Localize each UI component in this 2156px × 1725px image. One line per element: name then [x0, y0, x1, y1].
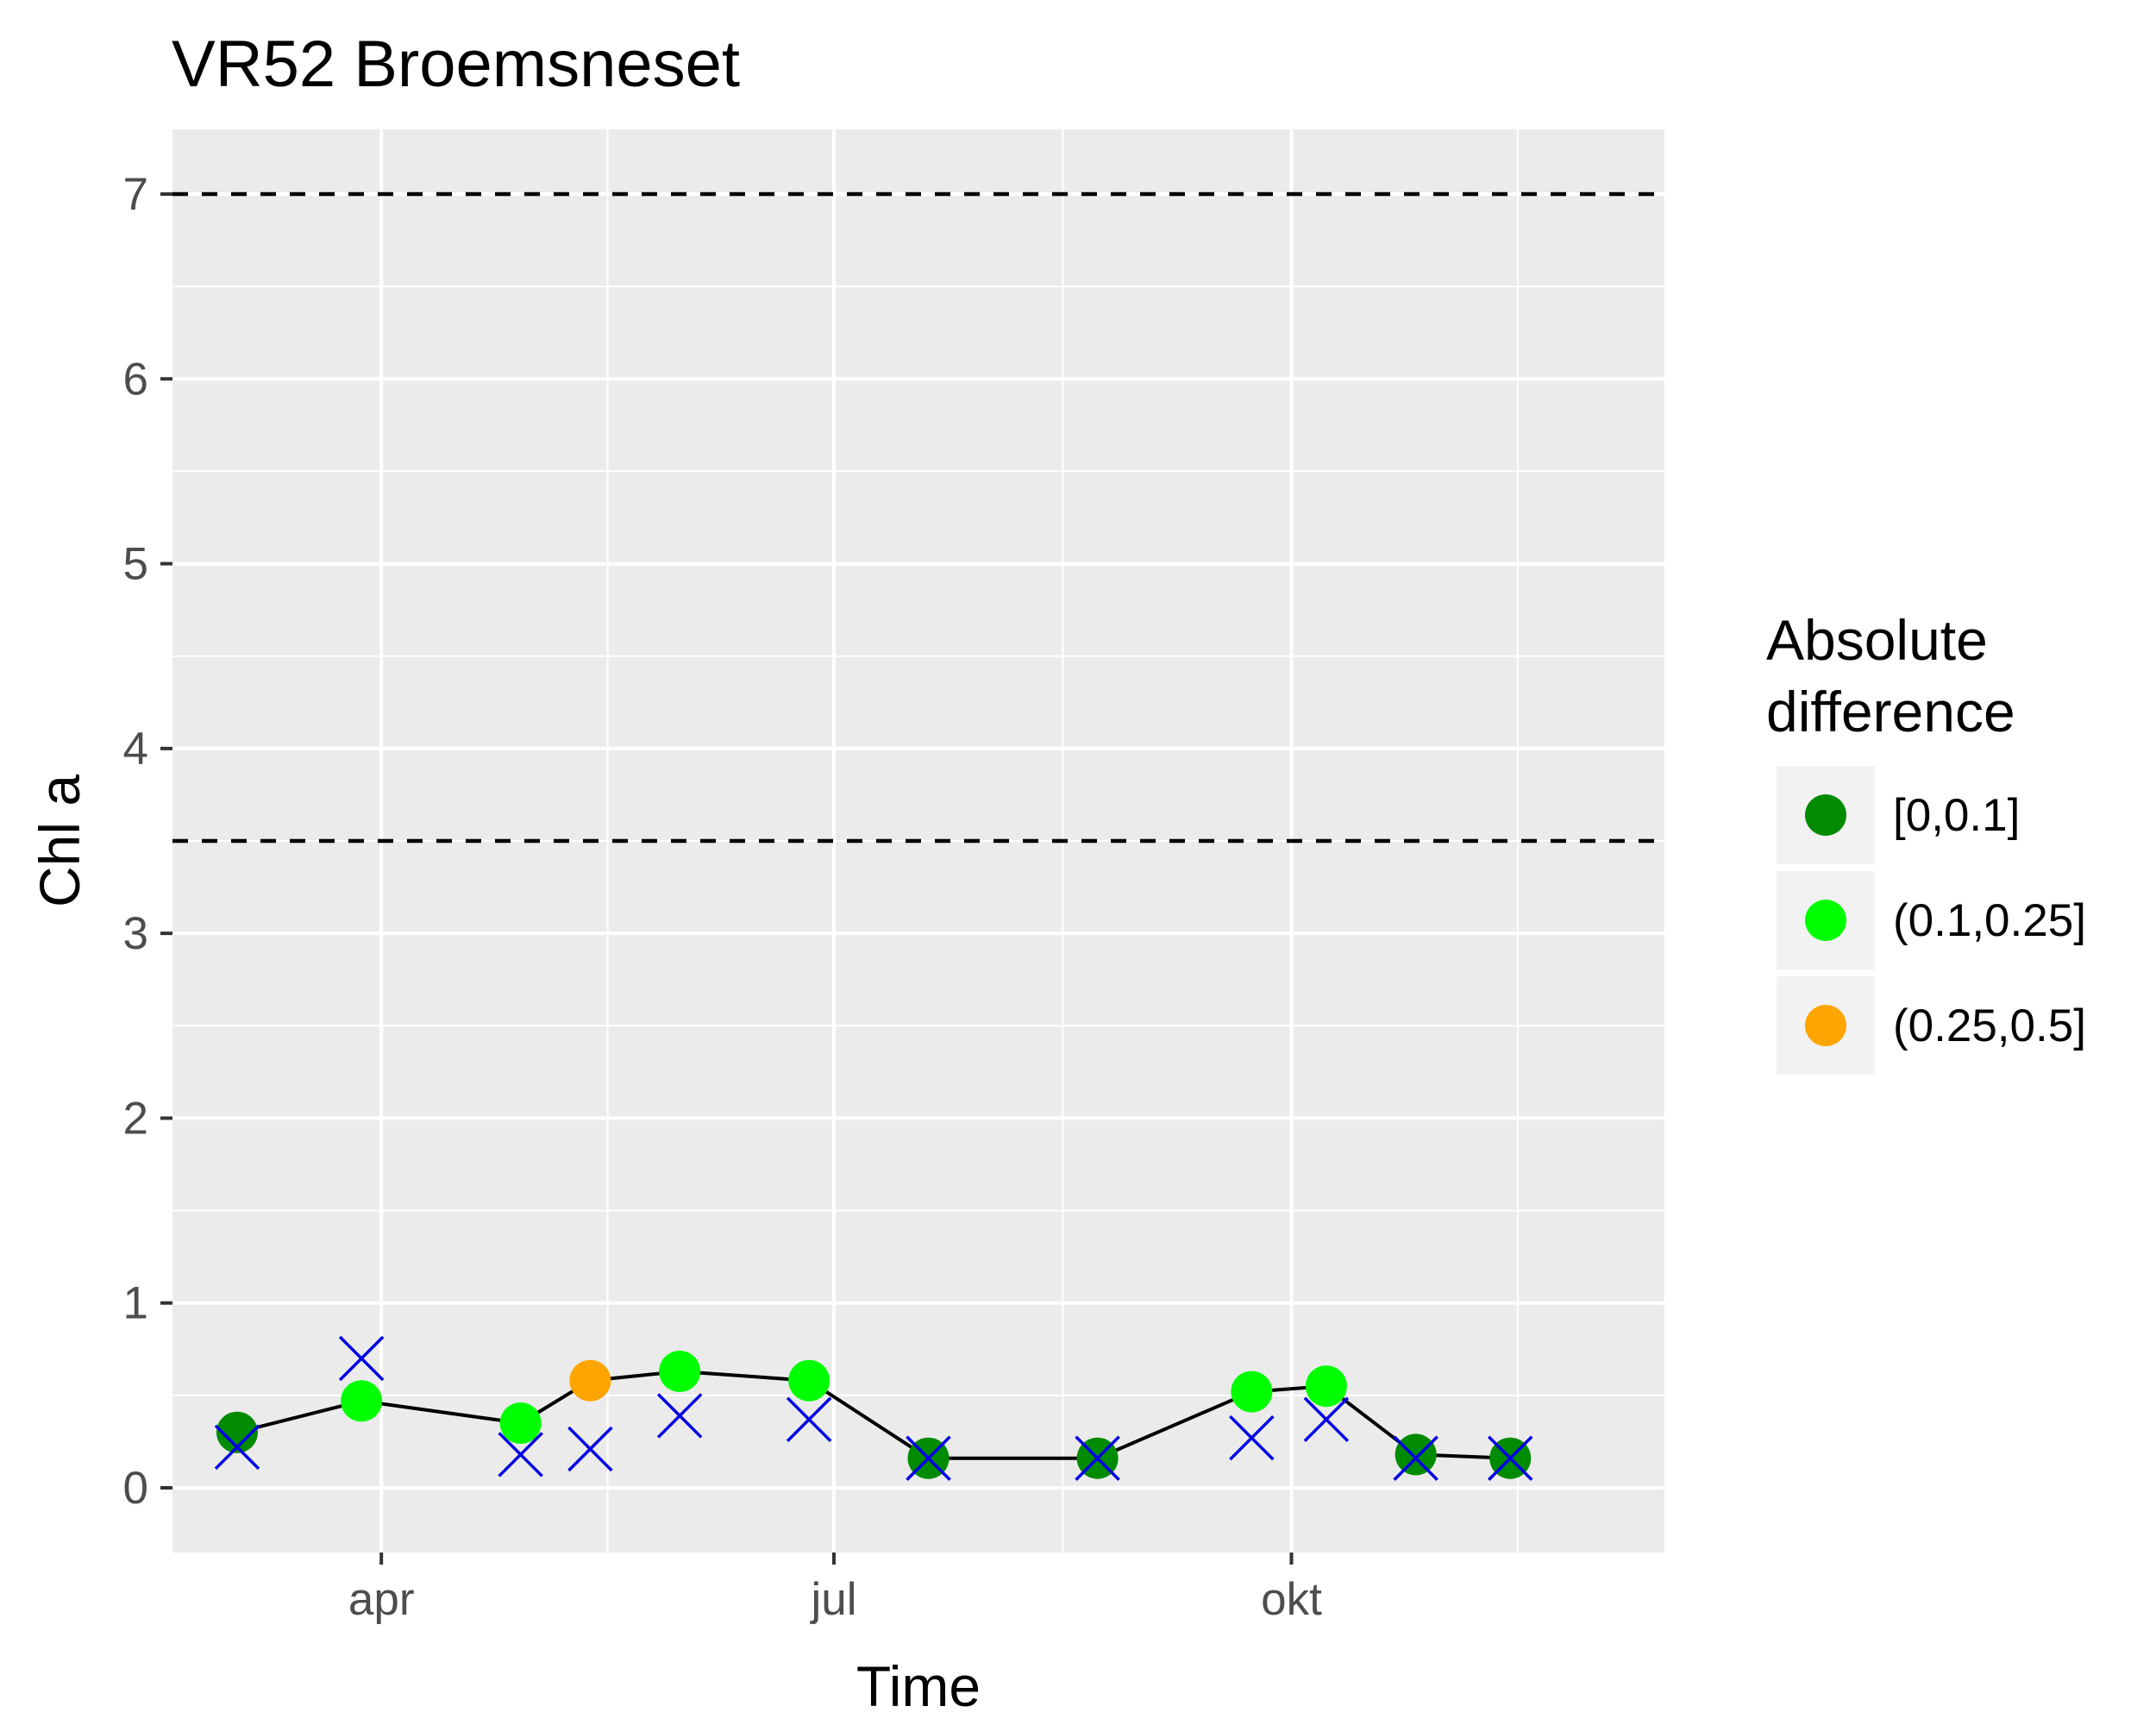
data-cross	[786, 1396, 832, 1442]
y-tick-label: 6	[123, 354, 148, 405]
axes: 0 1 2 3 4 5 6 7 apr jul okt	[123, 169, 1323, 1625]
data-point	[1231, 1371, 1273, 1413]
y-tick-label: 7	[123, 169, 148, 220]
data-cross	[1229, 1414, 1275, 1461]
y-tick-label: 3	[123, 908, 148, 959]
data-point	[659, 1351, 701, 1392]
data-cross	[567, 1426, 613, 1472]
data-cross	[1487, 1435, 1533, 1481]
gridlines	[172, 129, 1664, 1552]
legend-title-line-2: difference	[1766, 680, 2015, 743]
data-point	[499, 1402, 542, 1444]
data-point	[216, 1411, 258, 1453]
chart-title: VR52 Broemsneset	[172, 28, 740, 101]
y-tick-label: 1	[123, 1278, 148, 1329]
x-tick-label: okt	[1261, 1574, 1322, 1625]
legend-title-line-1: Absolute	[1766, 608, 1988, 672]
x-tick-label: jul	[809, 1574, 856, 1625]
data-point	[1395, 1433, 1437, 1476]
legend-swatch	[1805, 1005, 1846, 1046]
series-crosses	[214, 1335, 1533, 1481]
y-tick-label: 5	[123, 539, 148, 590]
y-tick-label: 2	[123, 1093, 148, 1144]
legend: Absolute difference [0,0.1] (0.1,0.25] (0.…	[1766, 608, 2086, 1075]
x-axis-title: Time	[856, 1654, 981, 1718]
data-cross	[214, 1424, 260, 1471]
legend-label: [0,0.1]	[1893, 790, 2020, 841]
reference-lines	[172, 191, 1664, 844]
legend-label: (0.1,0.25]	[1893, 895, 2086, 946]
x-tick-label: apr	[348, 1574, 415, 1625]
legend-swatch	[1805, 794, 1846, 836]
data-cross	[498, 1432, 543, 1477]
data-point	[569, 1359, 611, 1402]
data-cross	[906, 1435, 951, 1481]
legend-entries: [0,0.1] (0.1,0.25] (0.25,0.5]	[1777, 766, 2086, 1075]
data-point	[1305, 1365, 1347, 1408]
data-point	[788, 1359, 830, 1402]
legend-title: Absolute difference	[1766, 608, 2015, 743]
y-tick-label: 4	[123, 724, 148, 775]
legend-swatch	[1805, 900, 1846, 941]
data-point	[341, 1380, 383, 1422]
y-axis-title: Chl a	[28, 775, 91, 907]
data-cross	[338, 1335, 385, 1382]
data-cross	[1303, 1396, 1350, 1442]
y-tick-label: 0	[123, 1463, 148, 1514]
data-cross	[1393, 1435, 1438, 1481]
legend-label: (0.25,0.5]	[1893, 1000, 2086, 1051]
data-cross	[1075, 1435, 1120, 1481]
data-cross	[656, 1393, 703, 1439]
